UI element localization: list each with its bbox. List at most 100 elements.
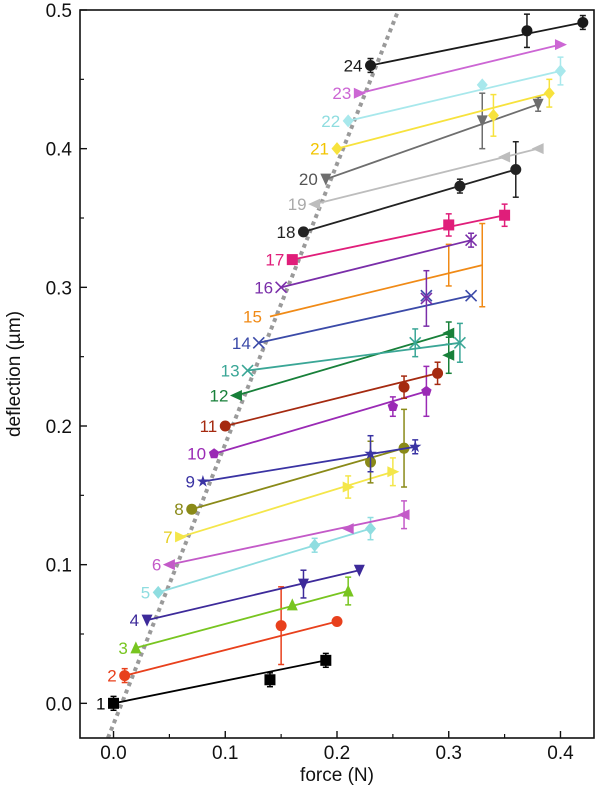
data-point — [498, 151, 511, 163]
series-label: 18 — [277, 223, 296, 242]
data-point — [364, 447, 377, 459]
data-point — [476, 115, 488, 128]
data-point — [152, 585, 164, 599]
series-line — [347, 70, 561, 122]
data-point — [353, 87, 366, 99]
y-tick-label: 0.0 — [46, 694, 72, 715]
y-tick-label: 0.5 — [46, 1, 72, 22]
series-label: 23 — [332, 84, 351, 103]
data-point — [531, 143, 544, 155]
data-point — [130, 641, 142, 654]
series-line — [292, 214, 505, 261]
series-line — [247, 341, 461, 372]
x-marker-stroke — [465, 234, 478, 247]
data-point — [219, 420, 231, 432]
data-point — [365, 522, 377, 536]
series-label: 17 — [265, 251, 284, 270]
series-22: 22 — [321, 56, 566, 131]
series-label: 7 — [163, 528, 172, 547]
series-line — [359, 43, 561, 95]
x-marker-stroke — [275, 281, 288, 294]
series-label: 22 — [321, 112, 340, 131]
data-point — [331, 616, 343, 628]
data-point — [308, 198, 321, 210]
data-point — [162, 559, 175, 571]
series-24: 24 — [344, 13, 589, 75]
series-10: 10 — [187, 365, 432, 464]
series-line — [258, 294, 472, 344]
data-point — [108, 697, 120, 709]
data-point — [543, 86, 555, 100]
data-point — [342, 114, 354, 128]
series-label: 15 — [243, 307, 262, 326]
data-point — [275, 620, 287, 632]
series-line — [370, 21, 584, 67]
series-6: 6 — [152, 500, 410, 575]
series-9: 9 — [185, 434, 422, 491]
data-point — [264, 674, 276, 686]
data-point — [398, 381, 410, 393]
data-point — [532, 98, 544, 111]
data-point — [510, 163, 522, 175]
series-label: 12 — [210, 386, 229, 405]
series-label: 13 — [221, 362, 240, 381]
x-tick-label: 0.2 — [324, 743, 350, 764]
series-line — [146, 569, 360, 622]
series-label: 21 — [310, 140, 329, 159]
x-tick-label: 0.0 — [100, 743, 126, 764]
series-line — [280, 239, 472, 289]
series-4: 4 — [130, 564, 365, 630]
x-marker-stroke — [453, 336, 466, 349]
series-23: 23 — [332, 39, 567, 103]
x-marker-stroke — [252, 336, 265, 349]
data-point — [208, 448, 220, 459]
series-label: 11 — [200, 417, 218, 436]
series-line — [236, 332, 449, 397]
series-17: 17 — [265, 203, 511, 270]
x-tick-label: 0.4 — [547, 743, 574, 764]
series-label: 16 — [254, 278, 273, 297]
series-7: 7 — [163, 457, 400, 547]
data-point — [487, 108, 499, 122]
plot-area — [106, 9, 401, 739]
data-point — [229, 389, 242, 401]
series-line — [225, 372, 438, 427]
series-13: 13 — [221, 322, 466, 381]
x-marker-stroke — [465, 289, 478, 302]
y-tick-label: 0.2 — [46, 417, 72, 438]
series-label: 10 — [187, 445, 206, 464]
series-line — [157, 527, 371, 594]
series-1: 1 — [96, 652, 332, 713]
y-tick-label: 0.1 — [46, 556, 72, 577]
data-point — [342, 481, 355, 493]
data-point — [397, 509, 410, 521]
series-label: 9 — [185, 472, 194, 491]
series-label: 6 — [152, 556, 161, 575]
series-line — [325, 103, 539, 181]
series-label: 24 — [344, 56, 363, 75]
series-12: 12 — [210, 321, 455, 405]
data-point — [241, 364, 254, 377]
series-3: 3 — [118, 576, 354, 658]
data-point — [365, 59, 377, 71]
data-point — [442, 349, 455, 361]
x-tick-label: 0.1 — [212, 743, 238, 764]
data-point — [499, 209, 511, 221]
data-point — [465, 289, 478, 302]
x-marker-stroke — [409, 336, 422, 349]
data-point — [309, 538, 321, 552]
data-point — [141, 614, 153, 627]
series-line — [180, 470, 394, 538]
series-line — [124, 620, 338, 677]
series-line — [135, 590, 349, 649]
x-tick-label: 0.3 — [436, 743, 462, 764]
series-20: 20 — [299, 92, 544, 189]
data-point — [320, 173, 332, 186]
series-11: 11 — [200, 361, 444, 436]
series-line — [336, 92, 550, 150]
data-point — [420, 292, 433, 305]
data-point — [196, 475, 210, 487]
data-point — [341, 523, 354, 535]
